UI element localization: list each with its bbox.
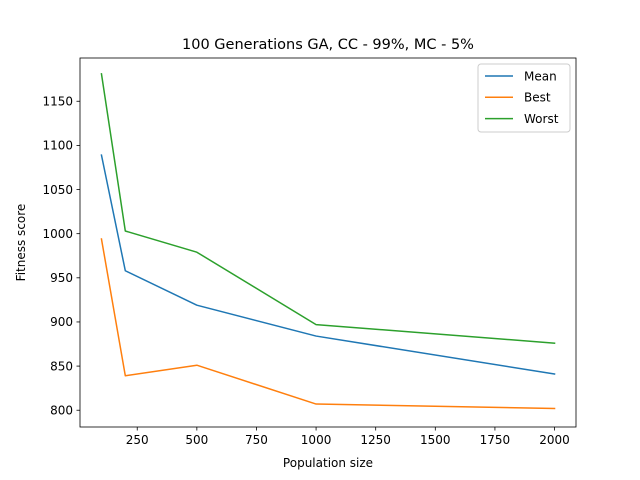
y-tick-label: 1100 [42,139,73,153]
legend: Mean Best Worst [477,63,571,133]
x-tick-label: 1750 [480,433,511,447]
x-tick-label: 1000 [301,433,332,447]
y-tick-label: 800 [50,404,73,418]
legend-items: Mean Best Worst [485,69,559,126]
chart-title: 100 Generations GA, CC - 99%, MC - 5% [182,37,474,53]
legend-label-best: Best [524,91,551,105]
y-tick-label: 1050 [42,183,73,197]
series-layer [100,73,556,410]
x-tick-label: 500 [185,433,208,447]
y-tick-label: 950 [50,271,73,285]
legend-label-mean: Mean [524,69,557,83]
x-tick-label: 1500 [420,433,451,447]
series-line-worst [100,73,556,344]
y-tick-label: 1000 [42,227,73,241]
y-tick-label: 850 [50,359,73,373]
series-line-mean [100,154,556,375]
plot-frame [79,57,577,428]
x-tick-label: 1250 [360,433,391,447]
x-tick-label: 250 [126,433,149,447]
x-axis-label: Population size [283,456,373,470]
x-tick-label: 2000 [539,433,570,447]
legend-box [477,63,571,133]
x-axis-ticks: 250 500 750 1000 1250 1500 1750 2000 [126,427,570,447]
y-axis-label: Fitness score [14,204,28,282]
legend-label-worst: Worst [524,112,559,126]
y-tick-label: 900 [50,315,73,329]
x-tick-label: 750 [245,433,268,447]
y-axis-ticks: 800 850 900 950 1000 1050 1100 1150 [42,95,80,418]
y-tick-label: 1150 [42,95,73,109]
series-line-best [100,238,556,410]
